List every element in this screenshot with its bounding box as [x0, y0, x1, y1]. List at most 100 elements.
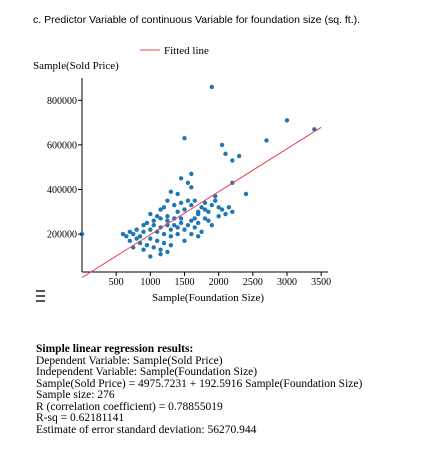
data-point — [172, 202, 177, 208]
data-point — [202, 207, 208, 212]
data-point — [158, 247, 163, 252]
data-point — [213, 198, 218, 203]
data-point — [137, 234, 143, 239]
data-point — [175, 209, 180, 214]
data-point — [182, 207, 187, 212]
data-point — [178, 176, 184, 181]
data-point — [189, 185, 194, 190]
data-point — [223, 151, 228, 157]
data-point — [192, 216, 197, 221]
data-point — [189, 231, 194, 237]
data-point — [131, 231, 136, 237]
data-point — [189, 218, 194, 223]
data-point — [172, 222, 177, 228]
y-axis-title: Sample(Sold Price) — [33, 60, 119, 72]
x-tick-label: 1000 — [140, 277, 160, 288]
data-point — [148, 227, 153, 232]
data-point — [216, 205, 221, 210]
data-point — [127, 238, 133, 243]
data-point — [284, 118, 290, 123]
data-point — [175, 191, 180, 197]
data-point — [192, 225, 197, 230]
data-point — [243, 191, 249, 197]
data-point — [141, 229, 146, 235]
data-point — [189, 171, 194, 177]
data-point — [182, 238, 187, 243]
data-point — [223, 211, 228, 217]
x-ticks: 500 1000 1500 2000 2500 3000 3500 — [109, 272, 331, 288]
data-point — [161, 240, 167, 246]
data-point — [148, 211, 153, 217]
data-point — [199, 229, 204, 235]
data-point — [189, 202, 194, 208]
data-point — [161, 231, 167, 237]
scatter-chart: Fitted line Sample(Sold Price) Sample(Fo… — [33, 45, 331, 304]
menu-icon[interactable] — [36, 290, 45, 302]
result-line: Independent Variable: Sample(Foundation … — [36, 366, 258, 378]
data-point — [154, 214, 160, 219]
data-point — [168, 189, 174, 194]
data-point — [172, 216, 177, 221]
chart-heading: c. Predictor Variable of continuous Vari… — [33, 14, 361, 26]
data-point — [154, 238, 160, 243]
y-tick-label: 200000 — [47, 230, 77, 241]
data-point — [230, 209, 235, 214]
data-point — [202, 216, 208, 221]
x-tick-label: 2000 — [209, 277, 229, 288]
fitted-line — [81, 126, 322, 279]
data-point — [168, 234, 174, 239]
data-point — [178, 216, 184, 221]
data-point — [158, 207, 163, 212]
y-ticks: 200000 400000 600000 800000 — [47, 96, 82, 241]
data-point — [264, 138, 269, 143]
data-point — [195, 220, 201, 226]
data-point — [161, 205, 167, 210]
x-axis-title: Sample(Foundation Size) — [152, 292, 264, 304]
data-point — [236, 153, 242, 159]
data-point — [168, 227, 174, 232]
data-point — [195, 209, 201, 214]
data-point — [182, 136, 187, 141]
data-point — [178, 220, 184, 226]
data-point — [134, 227, 139, 232]
data-point — [195, 234, 201, 239]
data-point — [230, 158, 235, 163]
data-point — [158, 251, 163, 257]
regression-results: Simple linear regression results: Depend… — [36, 343, 363, 436]
data-point — [144, 243, 150, 248]
data-point — [185, 198, 191, 203]
data-point — [182, 227, 187, 232]
data-point — [175, 231, 180, 237]
data-point — [148, 236, 153, 241]
result-line: R (correlation coefficient) = 0.78855019 — [36, 400, 223, 413]
data-point — [141, 247, 146, 252]
data-point — [141, 222, 146, 228]
data-point — [158, 216, 163, 221]
data-point — [165, 249, 170, 255]
legend: Fitted line — [140, 45, 209, 57]
data-point — [148, 254, 153, 259]
axes — [81, 78, 328, 273]
y-tick-label: 400000 — [47, 185, 77, 196]
data-point — [206, 218, 211, 223]
data-point — [185, 222, 191, 228]
data-point — [165, 214, 170, 219]
data-point — [151, 222, 156, 228]
result-line: Dependent Variable: Sample(Sold Price) — [36, 354, 223, 367]
data-point — [144, 220, 150, 226]
result-line: Sample size: 276 — [36, 389, 115, 401]
result-line: Estimate of error standard deviation: 56… — [36, 423, 257, 436]
x-tick-label: 500 — [109, 277, 124, 288]
legend-fit-label: Fitted line — [164, 45, 209, 57]
data-point — [219, 207, 225, 212]
result-line: Sample(Sold Price) = 4975.7231 + 192.591… — [36, 377, 363, 390]
data-point — [120, 231, 126, 237]
data-point — [209, 84, 215, 90]
data-point — [127, 229, 133, 235]
y-tick-label: 600000 — [47, 140, 77, 151]
fit-line-layer — [81, 126, 322, 279]
x-tick-label: 1500 — [175, 277, 195, 288]
data-point — [226, 205, 232, 210]
data-point — [185, 180, 191, 186]
result-line: R-sq = 0.62181141 — [36, 412, 125, 424]
